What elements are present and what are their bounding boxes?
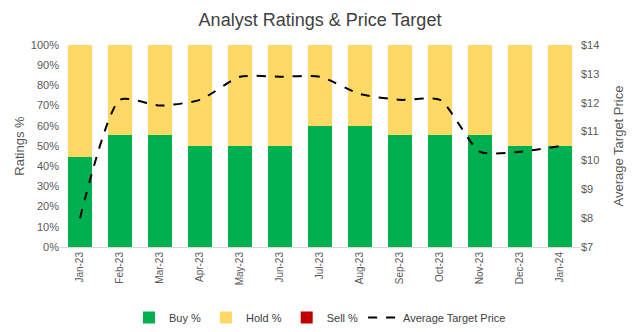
svg-text:$13: $13 xyxy=(581,68,599,80)
svg-text:60%: 60% xyxy=(37,120,59,132)
svg-text:20%: 20% xyxy=(37,200,59,212)
svg-text:$9: $9 xyxy=(581,183,593,195)
svg-text:Analyst Ratings & Price Target: Analyst Ratings & Price Target xyxy=(199,10,442,30)
svg-text:90%: 90% xyxy=(37,59,59,71)
svg-text:Sell %: Sell % xyxy=(327,312,358,324)
svg-text:Sep-23: Sep-23 xyxy=(394,252,405,285)
svg-text:Jul-23: Jul-23 xyxy=(314,252,325,280)
svg-text:Buy %: Buy % xyxy=(169,312,201,324)
svg-text:Feb-23: Feb-23 xyxy=(114,252,125,284)
svg-text:30%: 30% xyxy=(37,180,59,192)
svg-text:Apr-23: Apr-23 xyxy=(194,252,205,282)
svg-text:$10: $10 xyxy=(581,154,599,166)
svg-text:Hold %: Hold % xyxy=(246,312,282,324)
svg-text:40%: 40% xyxy=(37,160,59,172)
svg-text:May-23: May-23 xyxy=(234,252,245,286)
svg-text:100%: 100% xyxy=(31,39,59,51)
svg-text:Ratings %: Ratings % xyxy=(12,116,27,176)
svg-text:$14: $14 xyxy=(581,39,599,51)
svg-text:50%: 50% xyxy=(37,140,59,152)
svg-text:0%: 0% xyxy=(43,241,59,253)
svg-text:Aug-23: Aug-23 xyxy=(354,252,365,285)
svg-text:Oct-23: Oct-23 xyxy=(434,252,445,282)
svg-text:Average Target Price: Average Target Price xyxy=(611,86,626,207)
svg-text:Nov-23: Nov-23 xyxy=(474,252,485,285)
svg-text:Average Target Price: Average Target Price xyxy=(403,312,505,324)
svg-text:$8: $8 xyxy=(581,212,593,224)
svg-text:80%: 80% xyxy=(37,79,59,91)
svg-text:Jan-24: Jan-24 xyxy=(554,252,565,283)
svg-text:$11: $11 xyxy=(581,125,599,137)
svg-text:$12: $12 xyxy=(581,97,599,109)
svg-text:Jun-23: Jun-23 xyxy=(274,252,285,283)
svg-text:Jan-23: Jan-23 xyxy=(74,252,85,283)
svg-text:10%: 10% xyxy=(37,221,59,233)
svg-text:Mar-23: Mar-23 xyxy=(154,252,165,284)
svg-text:Dec-23: Dec-23 xyxy=(514,252,525,285)
svg-text:70%: 70% xyxy=(37,99,59,111)
svg-text:$7: $7 xyxy=(581,241,593,253)
